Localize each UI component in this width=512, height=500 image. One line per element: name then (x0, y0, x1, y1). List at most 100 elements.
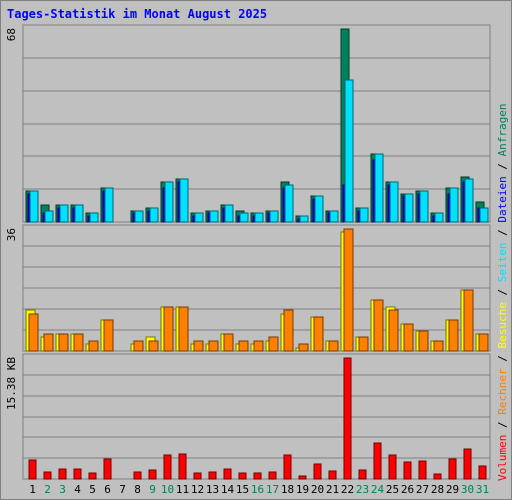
legend-separator: / (496, 156, 509, 176)
bar-volumen-26 (403, 461, 412, 480)
bar-volumen-3 (58, 468, 67, 480)
legend-separator: / (496, 282, 509, 302)
legend-separator: / (496, 223, 509, 243)
x-tick-label: 13 (206, 483, 219, 496)
bar-rechner-29 (448, 319, 459, 352)
bar-rechner-19 (298, 343, 309, 352)
bar-rechner-17 (268, 336, 279, 352)
bar-volumen-14 (223, 468, 232, 480)
x-tick-label: 2 (44, 483, 51, 496)
bar-seiten-3 (59, 204, 69, 223)
bar-seiten-20 (314, 195, 324, 223)
x-tick-label: 6 (104, 483, 111, 496)
bar-seiten-16 (254, 212, 264, 223)
bar-volumen-15 (238, 472, 247, 480)
bar-volumen-22 (343, 357, 352, 480)
bar-rechner-8 (133, 340, 144, 352)
x-tick-label: 20 (311, 483, 324, 496)
x-tick-label: 10 (161, 483, 174, 496)
bar-seiten-31 (479, 207, 489, 223)
legend: Volumen / Rechner / Besuche / Seiten / D… (496, 103, 509, 481)
bar-seiten-22 (344, 79, 354, 223)
bar-seiten-30 (464, 178, 474, 223)
bar-volumen-23 (358, 469, 367, 480)
x-tick-label: 31 (476, 483, 489, 496)
bar-rechner-20 (313, 316, 324, 352)
legend-dateien: Dateien (496, 176, 509, 222)
bar-seiten-5 (89, 212, 99, 223)
x-tick-label: 28 (431, 483, 444, 496)
bar-rechner-10 (163, 306, 174, 352)
bar-volumen-30 (463, 448, 472, 480)
x-tick-label: 18 (281, 483, 294, 496)
bar-volumen-13 (208, 471, 217, 480)
bar-volumen-6 (103, 458, 112, 480)
bar-volumen-2 (43, 471, 52, 480)
x-tick-label: 19 (296, 483, 309, 496)
bar-rechner-24 (373, 299, 384, 352)
bar-seiten-26 (404, 193, 414, 223)
bar-rechner-31 (478, 333, 489, 352)
bar-seiten-21 (329, 210, 339, 223)
x-tick-label: 30 (461, 483, 474, 496)
bar-rechner-27 (418, 330, 429, 352)
bar-volumen-24 (373, 442, 382, 480)
x-tick-label: 3 (59, 483, 66, 496)
bar-seiten-25 (389, 181, 399, 223)
bar-volumen-5 (88, 472, 97, 480)
x-tick-label: 26 (401, 483, 414, 496)
x-tick-label: 14 (221, 483, 235, 496)
bar-seiten-6 (104, 187, 114, 223)
x-tick-label: 11 (176, 483, 189, 496)
bar-volumen-31 (478, 465, 487, 480)
bar-rechner-6 (103, 319, 114, 352)
bar-volumen-20 (313, 463, 322, 480)
x-tick-label: 23 (356, 483, 369, 496)
bar-rechner-3 (58, 333, 69, 352)
bar-volumen-4 (73, 468, 82, 480)
bar-rechner-12 (193, 340, 204, 352)
bar-volumen-8 (133, 471, 142, 480)
bar-seiten-12 (194, 212, 204, 223)
bar-seiten-24 (374, 153, 384, 223)
x-tick-label: 29 (446, 483, 459, 496)
bar-rechner-18 (283, 309, 294, 352)
bar-rechner-16 (253, 340, 264, 352)
bar-volumen-17 (268, 471, 277, 480)
bar-seiten-1 (29, 190, 39, 223)
bar-seiten-27 (419, 190, 429, 223)
bar-seiten-19 (299, 215, 309, 223)
bar-seiten-28 (434, 212, 444, 223)
bar-volumen-19 (298, 475, 307, 480)
bar-volumen-16 (253, 472, 262, 480)
x-tick-label: 1 (29, 483, 36, 496)
max-label: 36 (5, 228, 18, 241)
x-tick-label: 8 (134, 483, 141, 496)
bar-seiten-9 (149, 207, 159, 223)
bar-volumen-29 (448, 458, 457, 480)
x-tick-label: 16 (251, 483, 264, 496)
x-tick-label: 21 (326, 483, 339, 496)
legend-seiten: Seiten (496, 243, 509, 283)
bar-volumen-28 (433, 473, 442, 480)
bar-rechner-23 (358, 336, 369, 352)
bar-rechner-1 (28, 313, 39, 352)
bar-seiten-8 (134, 210, 144, 223)
bar-volumen-27 (418, 460, 427, 480)
bar-seiten-2 (44, 210, 54, 223)
bar-volumen-12 (193, 472, 202, 480)
bar-volumen-25 (388, 454, 397, 480)
legend-rechner: Rechner (496, 368, 509, 415)
bar-rechner-30 (463, 289, 474, 352)
bar-rechner-9 (148, 340, 159, 352)
bar-rechner-15 (238, 340, 249, 352)
bar-volumen-18 (283, 454, 292, 480)
bar-rechner-28 (433, 340, 444, 352)
bar-rechner-14 (223, 333, 234, 352)
bar-seiten-11 (179, 178, 189, 223)
bar-rechner-2 (43, 333, 54, 352)
bar-rechner-22 (343, 228, 354, 352)
legend-anfragen: Anfragen (496, 103, 509, 156)
